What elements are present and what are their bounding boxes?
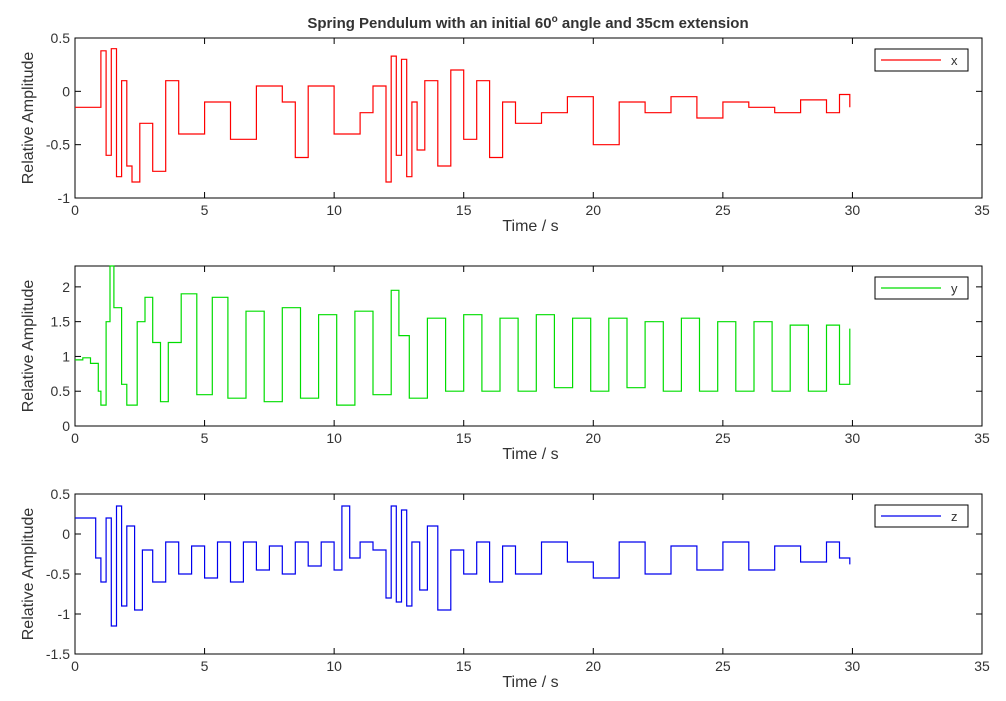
x-tick-label: 25 [715,430,731,446]
x-tick-label: 25 [715,658,731,674]
x-tick-label: 0 [71,430,79,446]
x-tick-label: 0 [71,202,79,218]
y-tick-label: 0.5 [51,30,71,46]
y-tick-label: -0.5 [46,566,70,582]
y-tick-label: -1.5 [46,646,70,662]
y-tick-label: 1.5 [51,314,71,330]
x-tick-label: 0 [71,658,79,674]
legend-label-y: y [951,281,958,296]
x-tick-label: 20 [585,658,601,674]
y-tick-label: 0.5 [51,486,71,502]
legend-label-x: x [951,53,958,68]
x-tick-label: 30 [845,202,861,218]
x-axis-label: Time / s [502,218,558,235]
legend: z [874,504,969,528]
y-tick-label: 0 [62,418,70,434]
y-axis-label: Relative Amplitude [20,52,37,185]
x-tick-label: 5 [201,658,209,674]
x-tick-label: 5 [201,430,209,446]
x-tick-label: 15 [456,430,472,446]
axes-box [74,265,983,427]
y-axis-label: Relative Amplitude [20,508,37,641]
x-tick-label: 15 [456,658,472,674]
figure-title: Spring Pendulum with an initial 60o angl… [307,14,748,32]
subplot-1: 0 5 10 15 20 25 30 35 -1 -0.5 0 0.5 Time / s Relative… [20,30,990,235]
series-line-z [75,505,851,627]
x-tick-label: 25 [715,202,731,218]
x-tick-label: 15 [456,202,472,218]
x-tick-label: 35 [974,202,990,218]
x-axis-label: Time / s [502,446,558,463]
legend: y [874,276,969,300]
x-tick-label: 10 [326,202,342,218]
y-tick-label: -1 [58,606,71,622]
x-tick-label: 30 [845,658,861,674]
x-tick-label: 5 [201,202,209,218]
x-tick-label: 35 [974,658,990,674]
y-tick-label: 2 [62,279,70,295]
x-axis-label: Time / s [502,674,558,691]
series-line-x [75,48,851,183]
y-tick-label: 0.5 [51,383,71,399]
y-tick-label: 0 [62,83,70,99]
x-tick-label: 35 [974,430,990,446]
x-tick-label: 20 [585,430,601,446]
y-tick-label: 0 [62,526,70,542]
legend: x [874,48,969,72]
series-line-y [75,265,851,406]
x-tick-label: 30 [845,430,861,446]
y-tick-label: -0.5 [46,137,70,153]
x-tick-label: 10 [326,658,342,674]
axes-box [74,37,983,199]
x-tick-label: 20 [585,202,601,218]
y-tick-label: -1 [58,190,71,206]
subplot-3: 0 5 10 15 20 25 30 35 -1.5 -1 -0.5 0 0.5 Time / s Rela… [20,486,990,691]
legend-label-z: z [951,509,958,524]
x-tick-label: 10 [326,430,342,446]
y-axis-label: Relative Amplitude [20,280,37,413]
y-tick-label: 1 [62,348,70,364]
subplot-2: 0 5 10 15 20 25 30 35 0 0.5 1 1.5 2 Time / s Relative … [20,265,990,463]
